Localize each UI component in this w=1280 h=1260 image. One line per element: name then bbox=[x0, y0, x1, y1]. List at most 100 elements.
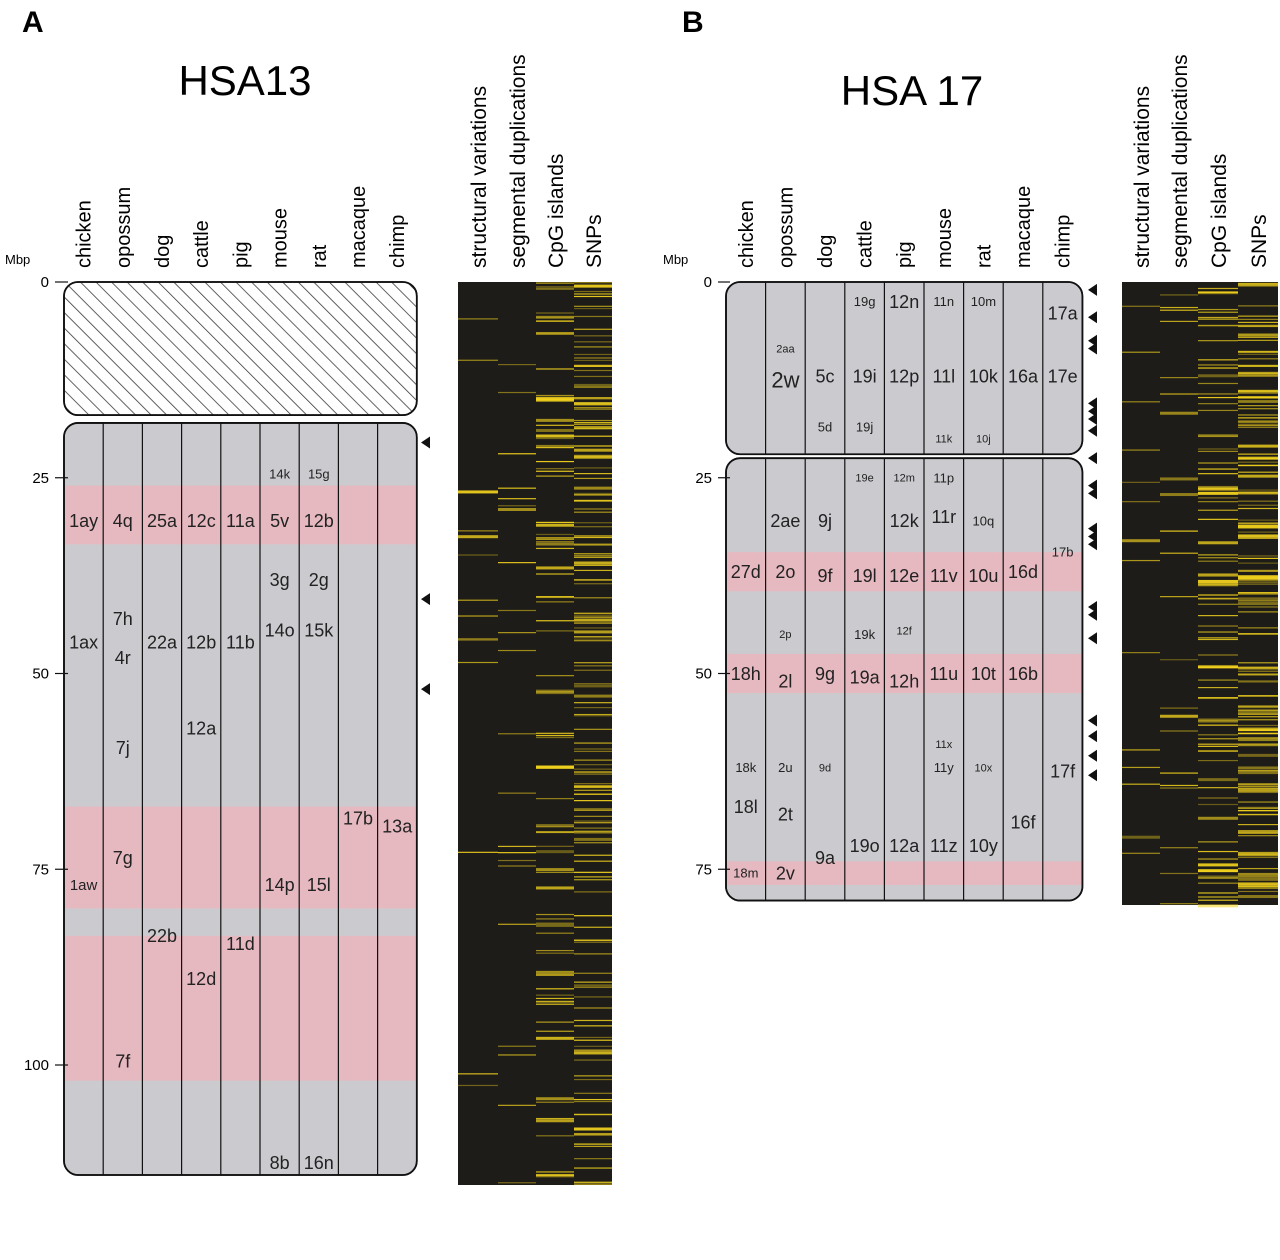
panel-b-track-mark bbox=[1160, 730, 1198, 732]
panel-a-block-outline bbox=[63, 422, 418, 1176]
panel-b-track-mark bbox=[1198, 598, 1238, 600]
panel-b-track-mark bbox=[1160, 596, 1198, 598]
panel-b-track-mark bbox=[1238, 444, 1278, 448]
panel-a-track-mark bbox=[574, 820, 612, 822]
panel-b-track-mark bbox=[1198, 743, 1238, 745]
panel-a-segment-label: 4q bbox=[113, 511, 133, 531]
panel-a-species-label-chimp: chimp bbox=[387, 215, 409, 268]
panel-a-track-mark bbox=[536, 886, 574, 890]
panel-b-track-mark bbox=[1238, 666, 1278, 668]
panel-a-track-mark bbox=[536, 971, 574, 975]
panel-b-breakpoint-arrow bbox=[1088, 487, 1097, 500]
panel-b-segment-label: 5c bbox=[815, 366, 834, 386]
panel-b-track-mark bbox=[1198, 340, 1238, 342]
panel-a-track-mark bbox=[498, 507, 536, 511]
panel-b-segment-label: 18m bbox=[733, 866, 758, 881]
panel-a-track-mark bbox=[536, 1003, 574, 1005]
panel-a-track-mark bbox=[574, 1078, 612, 1081]
panel-b-track-mark bbox=[1238, 627, 1278, 629]
panel-b-track-mark bbox=[1238, 895, 1278, 899]
panel-a-track-mark bbox=[574, 448, 612, 452]
panel-a-track-mark bbox=[574, 353, 612, 356]
panel-a-track-mark bbox=[536, 1101, 574, 1103]
panel-b-track-mark bbox=[1238, 405, 1278, 407]
panel-b-segment-label: 2u bbox=[778, 760, 792, 775]
panel-a-segment-label: 11b bbox=[226, 632, 255, 652]
panel-b-track-mark bbox=[1238, 557, 1278, 559]
panel-a-track-mark bbox=[536, 922, 574, 924]
panel-a-track-mark bbox=[574, 1059, 612, 1061]
panel-a-track-mark bbox=[536, 320, 574, 322]
panel-b-track-mark bbox=[1198, 485, 1238, 489]
panel-b-track-mark bbox=[1238, 282, 1278, 285]
panel-b-species-label-chicken: chicken bbox=[736, 200, 758, 268]
panel-b-segment-label: 12p bbox=[889, 366, 919, 386]
panel-a-track-mark bbox=[536, 997, 574, 1000]
panel-b-segment-label: 11n bbox=[933, 294, 954, 309]
panel-a-track-mark bbox=[574, 293, 612, 295]
panel-a-track-mark bbox=[536, 547, 574, 550]
panel-b-track-mark bbox=[1198, 738, 1238, 740]
panel-b-track-mark bbox=[1198, 287, 1238, 290]
panel-a-track-mark bbox=[498, 498, 536, 500]
panel-b-track-mark bbox=[1238, 593, 1278, 595]
panel-a-track-mark bbox=[574, 630, 612, 634]
panel-a-track-mark bbox=[536, 573, 574, 575]
panel-a-track-mark bbox=[574, 375, 612, 378]
panel-a-track-mark bbox=[536, 1000, 574, 1002]
panel-b-track-mark bbox=[1238, 577, 1278, 580]
panel-b-track-mark bbox=[1238, 570, 1278, 572]
panel-b-track-mark bbox=[1238, 365, 1278, 368]
panel-b-breakpoint-arrow bbox=[1088, 413, 1097, 426]
panel-b-segment-label: 16a bbox=[1008, 366, 1039, 386]
panel-b-track-mark bbox=[1160, 377, 1198, 379]
panel-b-track-mark bbox=[1238, 519, 1278, 521]
panel-b-segment-label: 12f bbox=[897, 625, 913, 637]
panel-a-track-mark bbox=[574, 535, 612, 537]
panel-a-segment-label: 22a bbox=[147, 632, 178, 652]
panel-b-segment-label: 18k bbox=[735, 760, 756, 775]
panel-a-segment-label: 2g bbox=[309, 570, 329, 590]
panel-b-track-mark bbox=[1198, 745, 1238, 747]
panel-b-track-mark bbox=[1160, 530, 1198, 532]
panel-b-block-outline bbox=[725, 457, 1084, 902]
panel-a-track-mark bbox=[498, 1182, 536, 1184]
panel-a-track-mark bbox=[536, 332, 574, 334]
panel-a-species-label-rat: rat bbox=[309, 244, 331, 268]
panel-b-track-mark bbox=[1238, 423, 1278, 425]
panel-a-track-mark bbox=[458, 530, 498, 532]
panel-a-track-mark bbox=[458, 359, 498, 361]
panel-b-track-mark bbox=[1198, 557, 1238, 559]
panel-b-track-mark bbox=[1198, 803, 1238, 806]
panel-b-track-mark bbox=[1238, 534, 1278, 538]
panel-b-segment-label: 2v bbox=[776, 863, 795, 883]
panel-b-track-mark bbox=[1238, 350, 1278, 353]
panel-b-track-mark bbox=[1198, 579, 1238, 583]
panel-b-segment-label: 10q bbox=[973, 513, 995, 528]
panel-b-track-mark bbox=[1160, 784, 1198, 787]
panel-b-track-mark bbox=[1238, 743, 1278, 747]
panel-a-axis-tick-label: 25 bbox=[32, 470, 49, 487]
panel-a-track-mark bbox=[574, 295, 612, 298]
panel-b-track-mark bbox=[1198, 435, 1238, 438]
panel-a-track-mark bbox=[536, 398, 574, 400]
panel-b-track-mark bbox=[1122, 749, 1160, 751]
panel-b-track-mark bbox=[1198, 409, 1238, 412]
panel-a-track-mark bbox=[574, 860, 612, 862]
panel-a-track-mark bbox=[536, 368, 574, 370]
panel-a-segment-label: 1aw bbox=[70, 877, 98, 894]
panel-a-track-mark bbox=[536, 333, 574, 335]
panel-b-track-mark bbox=[1238, 737, 1278, 739]
panel-b-segment-label: 17f bbox=[1050, 762, 1076, 782]
panel-a-track-mark bbox=[574, 494, 612, 496]
panel-b-track-mark bbox=[1198, 393, 1238, 395]
panel-b-track-mark bbox=[1198, 896, 1238, 898]
panel-b-track-mark bbox=[1198, 554, 1238, 556]
panel-a-segment-label: 15l bbox=[307, 875, 331, 895]
panel-a-track-mark bbox=[574, 837, 612, 841]
panel-a-track-mark bbox=[536, 1117, 574, 1120]
panel-a-track-mark bbox=[574, 556, 612, 558]
panel-a-track-mark bbox=[574, 759, 612, 761]
panel-a-track-mark bbox=[536, 434, 574, 438]
panel-b-segment-label: 12a bbox=[889, 836, 920, 856]
